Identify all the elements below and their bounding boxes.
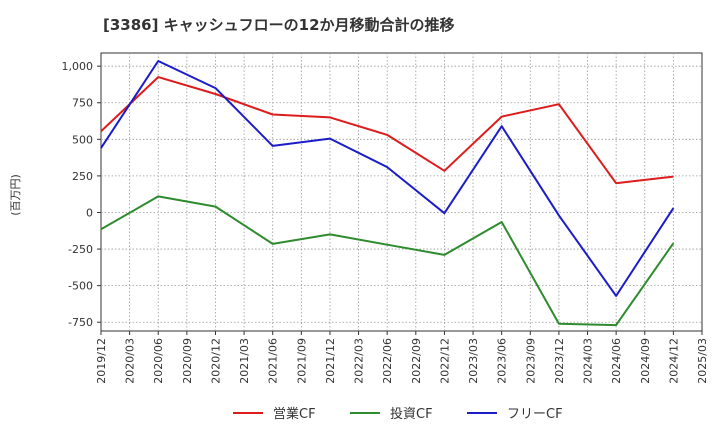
legend: 営業CF 投資CF フリーCF bbox=[233, 406, 563, 422]
x-tick-label: 2021/12 bbox=[324, 338, 337, 384]
x-tick-label: 2021/03 bbox=[238, 338, 251, 384]
x-tick-label: 2023/03 bbox=[467, 338, 480, 384]
x-tick-label: 2022/06 bbox=[381, 338, 394, 384]
x-tick-label: 2021/06 bbox=[267, 338, 280, 384]
x-tick-label: 2024/06 bbox=[610, 338, 623, 384]
x-tick-label: 2022/09 bbox=[410, 338, 423, 384]
x-tick-label: 2020/09 bbox=[181, 338, 194, 384]
chart-title: [3386] キャッシュフローの12か月移動合計の推移 bbox=[103, 16, 455, 34]
plot-frame bbox=[100, 52, 703, 332]
legend-label-2: 投資CF bbox=[390, 406, 433, 422]
x-tick-label: 2022/12 bbox=[438, 338, 451, 384]
y-tick-label: -750 bbox=[68, 316, 93, 329]
y-tick-label: 250 bbox=[72, 170, 93, 183]
x-tick-label: 2025/03 bbox=[696, 338, 709, 384]
series-line-3 bbox=[100, 60, 675, 297]
x-tick-label: 2023/06 bbox=[496, 338, 509, 384]
y-tick-label: -250 bbox=[68, 243, 93, 256]
y-tick-label: 0 bbox=[86, 206, 93, 219]
x-tick-label: 2021/09 bbox=[295, 338, 308, 384]
x-tick-label: 2019/12 bbox=[95, 338, 108, 384]
x-tick-label: 2020/03 bbox=[124, 338, 137, 384]
x-tick-label: 2020/06 bbox=[152, 338, 165, 384]
x-tick-label: 2023/12 bbox=[553, 338, 566, 384]
x-tick-label: 2023/09 bbox=[524, 338, 537, 384]
series-line-1 bbox=[100, 76, 674, 185]
y-tick-label: 1,000 bbox=[62, 60, 94, 73]
x-tick-label: 2022/03 bbox=[353, 338, 366, 384]
x-tick-label: 2024/03 bbox=[582, 338, 595, 384]
y-axis-label: (百万円) bbox=[9, 174, 22, 216]
x-tick-label: 2024/12 bbox=[667, 338, 680, 384]
legend-label-1: 営業CF bbox=[273, 406, 316, 422]
legend-label-3: フリーCF bbox=[507, 407, 563, 422]
y-tick-label: -500 bbox=[68, 280, 93, 293]
x-tick-label: 2020/12 bbox=[209, 338, 222, 384]
x-tick-label: 2024/09 bbox=[639, 338, 652, 384]
y-tick-label: 750 bbox=[72, 97, 93, 110]
y-tick-label: 500 bbox=[72, 133, 93, 146]
series-line-2 bbox=[100, 195, 675, 327]
